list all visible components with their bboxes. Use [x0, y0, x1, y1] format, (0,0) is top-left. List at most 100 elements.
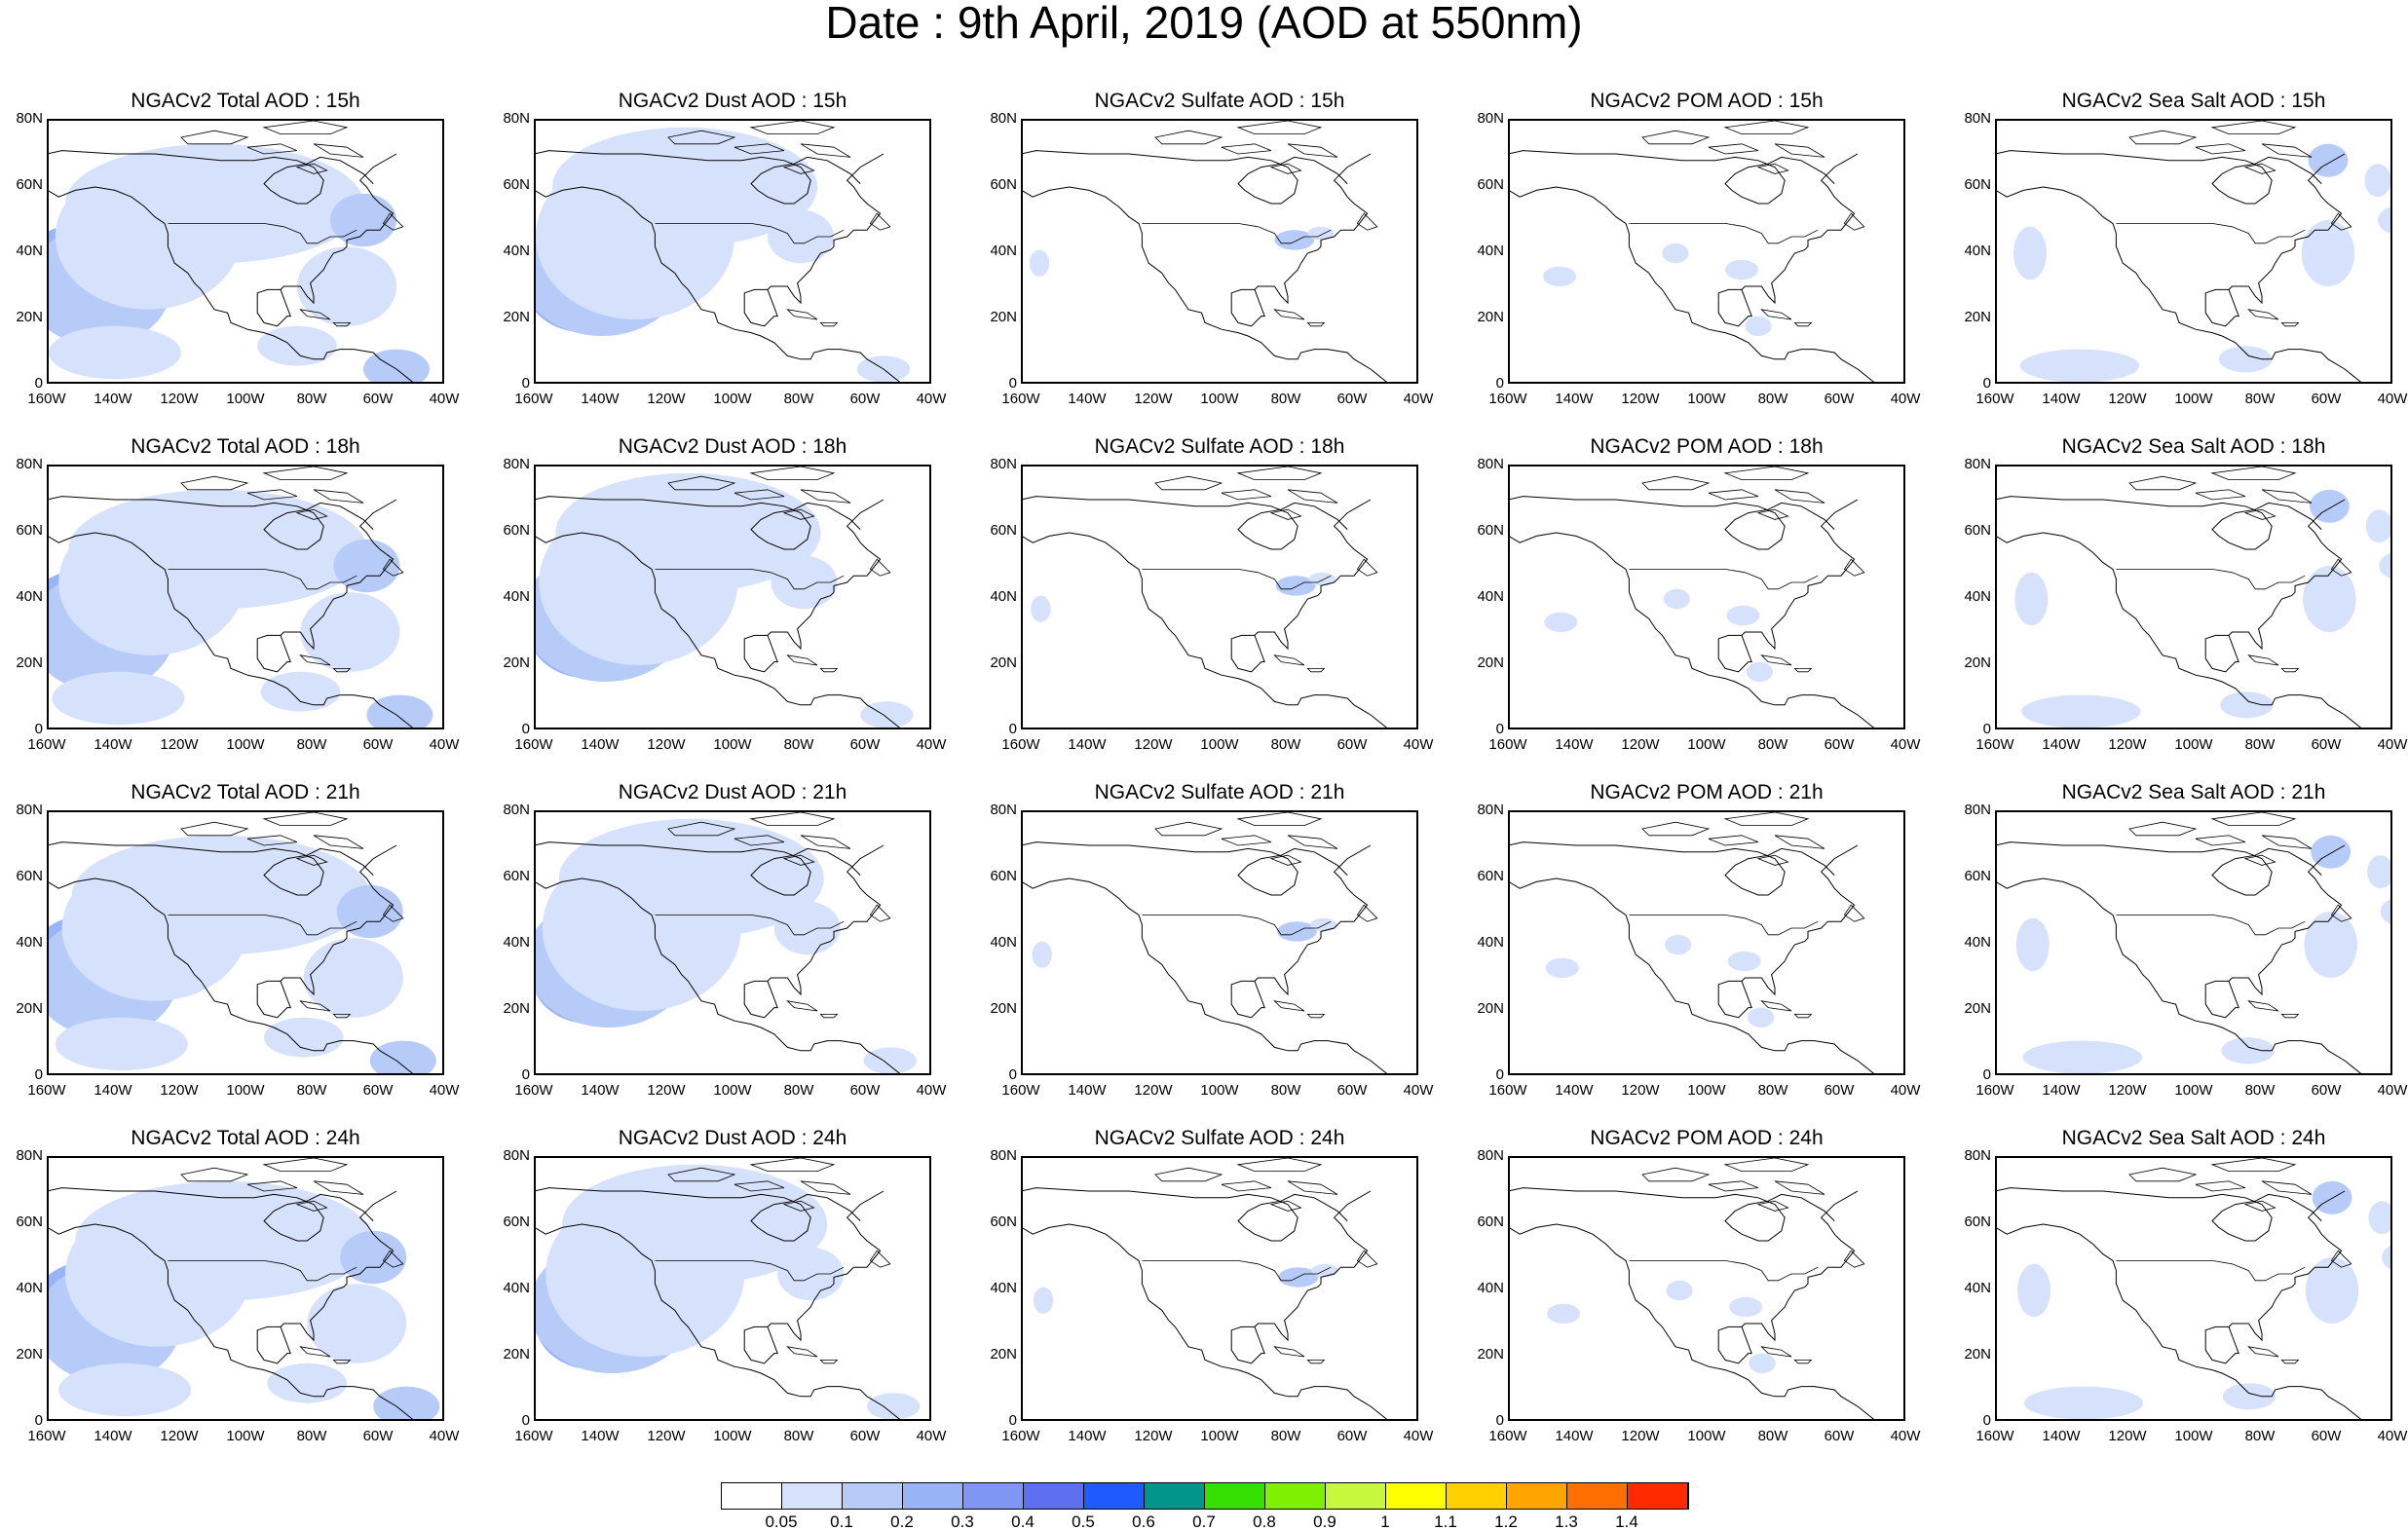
island-outline	[1774, 143, 1825, 158]
island-outline	[299, 654, 331, 666]
lat-tick-label: 0	[1982, 721, 1991, 737]
lat-tick-label: 40N	[16, 1280, 43, 1296]
lat-tick-label: 80N	[1964, 1147, 1991, 1164]
map-panel: NGACv2 Sea Salt AOD : 15h 80N 60N 40N 20N 0 16…	[1964, 90, 2407, 413]
aod-patch	[2365, 509, 2390, 543]
colorbar-swatch	[1628, 1483, 1688, 1509]
island-outline	[262, 812, 349, 826]
island-outline	[1723, 121, 1810, 134]
lat-tick-label: 60N	[990, 868, 1017, 884]
lon-tick-label: 160W	[27, 1428, 66, 1444]
lon-tick-label: 60W	[2311, 736, 2342, 753]
panel-title: NGACv2 Sulfate AOD : 18h	[1094, 435, 1345, 458]
lon-tick-label: 40W	[1403, 1428, 1434, 1444]
lon-tick-label: 100W	[1687, 391, 1726, 407]
lat-tick-label: 60N	[1964, 522, 1991, 539]
colorbar-swatch	[903, 1483, 963, 1509]
lon-tick-label: 40W	[2377, 1082, 2408, 1099]
island-outline	[180, 475, 249, 491]
lon-tick-label: 160W	[1975, 1428, 2014, 1444]
map-panel: NGACv2 POM AOD : 18h 80N 60N 40N 20N 0 160W 140…	[1477, 435, 1920, 759]
coastline	[743, 1326, 768, 1337]
lon-tick-label: 140W	[2042, 391, 2081, 407]
map-frame	[1508, 1156, 1905, 1421]
lon-tick-label: 140W	[1555, 736, 1594, 753]
lat-tick-label: 40N	[16, 934, 43, 951]
aod-patch	[369, 1040, 436, 1073]
lon-tick-label: 160W	[1001, 736, 1040, 753]
island-outline	[295, 163, 328, 174]
panel-title: NGACv2 Sulfate AOD : 15h	[1094, 90, 1345, 112]
island-outline	[299, 1346, 331, 1358]
lat-tick-label: 0	[1008, 721, 1017, 737]
panel-title: NGACv2 Dust AOD : 21h	[618, 781, 847, 803]
coastline	[1230, 153, 1372, 327]
lat-tick-label: 20N	[1477, 1000, 1504, 1017]
lon-tick-label: 60W	[1336, 1428, 1368, 1444]
lon-tick-label: 160W	[1001, 1428, 1040, 1444]
panel-title: NGACv2 Total AOD : 18h	[131, 435, 360, 458]
lon-tick-label: 100W	[226, 1428, 265, 1444]
coastline	[1717, 1190, 1859, 1364]
coastline	[1230, 1190, 1372, 1364]
lon-tick-label: 40W	[1403, 391, 1434, 407]
island-outline	[2330, 1250, 2352, 1268]
panel-title: NGACv2 Sea Salt AOD : 15h	[2061, 90, 2326, 112]
colorbar-swatch	[1265, 1483, 1326, 1509]
aod-patch	[2218, 346, 2273, 373]
island-outline	[332, 1014, 352, 1019]
country-border	[168, 1260, 357, 1282]
aod-patch	[771, 555, 838, 610]
aod-patch	[2015, 917, 2050, 972]
lat-tick-label: 40N	[503, 243, 530, 259]
lon-tick-label: 160W	[27, 1082, 66, 1099]
coastline	[256, 844, 397, 1019]
map-frame	[1995, 119, 2392, 384]
lon-tick-label: 160W	[1975, 1082, 2014, 1099]
map-svg	[1023, 467, 1388, 728]
island-outline	[1843, 212, 1865, 231]
country-border	[1142, 569, 1332, 590]
island-outline	[2243, 854, 2276, 866]
aod-patch	[1547, 1303, 1581, 1324]
island-outline	[1793, 322, 1813, 327]
island-outline	[782, 1200, 815, 1212]
island-outline	[2280, 668, 2300, 673]
lon-tick-label: 80W	[783, 391, 814, 407]
aod-patch	[260, 671, 341, 712]
aod-patch	[1545, 957, 1579, 978]
lat-tick-label: 0	[34, 721, 43, 737]
island-outline	[1843, 558, 1865, 577]
island-outline	[800, 143, 851, 158]
lat-tick-label: 80N	[990, 110, 1017, 127]
aod-patch	[297, 246, 396, 326]
lon-tick-label: 100W	[226, 1082, 265, 1099]
island-outline	[1774, 489, 1825, 504]
lat-tick-label: 20N	[503, 654, 530, 671]
lat-tick-label: 40N	[1964, 1280, 1991, 1296]
map-svg	[536, 467, 914, 728]
island-outline	[1774, 1180, 1825, 1195]
island-outline	[1154, 1167, 1223, 1182]
coastline	[743, 499, 884, 673]
aod-patch	[867, 1393, 921, 1419]
coastline	[1230, 499, 1372, 673]
map-panel: NGACv2 Dust AOD : 21h 80N 60N 40N 20N 0 160W 14…	[503, 781, 946, 1104]
coastline	[1510, 841, 1835, 896]
island-outline	[2210, 812, 2297, 826]
lon-tick-label: 120W	[2108, 391, 2147, 407]
panel-title: NGACv2 Dust AOD : 15h	[618, 90, 847, 112]
aod-patch	[340, 1230, 407, 1285]
lat-tick-label: 80N	[503, 110, 530, 127]
lat-tick-label: 60N	[1964, 868, 1991, 884]
lon-tick-label: 160W	[1975, 391, 2014, 407]
island-outline	[734, 1180, 785, 1192]
coastline	[536, 150, 861, 205]
lat-tick-label: 0	[34, 1066, 43, 1083]
coastline	[2204, 153, 2346, 327]
coastline	[743, 980, 768, 991]
aod-patch	[1746, 661, 1773, 682]
island-outline	[1273, 1346, 1305, 1358]
island-outline	[382, 904, 404, 922]
lon-tick-label: 40W	[1890, 1428, 1921, 1444]
